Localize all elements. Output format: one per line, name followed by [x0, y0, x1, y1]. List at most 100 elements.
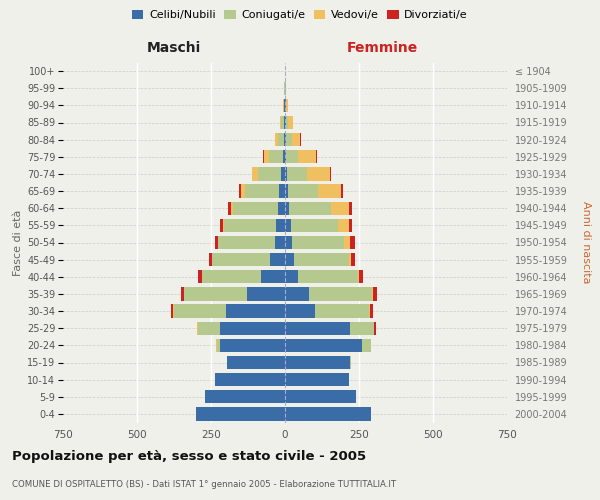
Bar	[231, 202, 233, 215]
Bar	[239, 184, 241, 198]
Bar	[281, 116, 284, 129]
Bar	[291, 218, 338, 232]
Bar	[220, 322, 285, 335]
Bar	[285, 407, 371, 420]
Bar	[349, 253, 351, 266]
Y-axis label: Anni di nascita: Anni di nascita	[581, 201, 592, 284]
Bar	[373, 287, 377, 300]
Bar	[220, 218, 223, 232]
Bar	[358, 270, 359, 283]
Bar	[278, 202, 285, 215]
Bar	[292, 133, 301, 146]
Bar	[259, 167, 281, 180]
Bar	[212, 253, 270, 266]
Bar	[280, 116, 281, 129]
Bar	[284, 116, 285, 129]
Bar	[233, 202, 278, 215]
Bar	[217, 338, 220, 352]
Bar	[308, 287, 373, 300]
Bar	[330, 167, 331, 180]
Bar	[275, 133, 278, 146]
Bar	[171, 304, 173, 318]
Bar	[344, 236, 350, 249]
Bar	[286, 150, 298, 164]
Bar	[196, 407, 285, 420]
Bar	[370, 304, 373, 318]
Y-axis label: Fasce di età: Fasce di età	[13, 210, 23, 276]
Bar	[285, 356, 350, 369]
Bar	[247, 287, 285, 300]
Bar	[285, 218, 291, 232]
Bar	[317, 184, 341, 198]
Bar	[350, 236, 355, 249]
Bar	[285, 184, 288, 198]
Bar	[209, 253, 212, 266]
Bar	[341, 184, 343, 198]
Bar	[285, 133, 286, 146]
Bar	[285, 116, 286, 129]
Legend: Celibi/Nubili, Coniugati/e, Vedovi/e, Divorziati/e: Celibi/Nubili, Coniugati/e, Vedovi/e, Di…	[128, 6, 472, 25]
Bar	[285, 390, 356, 404]
Text: Popolazione per età, sesso e stato civile - 2005: Popolazione per età, sesso e stato civil…	[12, 450, 366, 463]
Bar	[288, 116, 293, 129]
Bar	[349, 202, 352, 215]
Bar	[197, 322, 220, 335]
Bar	[198, 270, 202, 283]
Bar	[294, 253, 349, 266]
Bar	[288, 184, 317, 198]
Bar	[283, 150, 285, 164]
Bar	[224, 218, 276, 232]
Bar	[307, 167, 330, 180]
Bar	[286, 133, 292, 146]
Text: Maschi: Maschi	[147, 42, 201, 56]
Bar	[331, 202, 349, 215]
Bar	[289, 202, 331, 215]
Bar	[251, 167, 253, 180]
Bar	[292, 236, 344, 249]
Bar	[215, 373, 285, 386]
Bar	[223, 218, 224, 232]
Bar	[174, 304, 226, 318]
Bar	[279, 184, 285, 198]
Bar	[285, 202, 289, 215]
Bar	[285, 150, 286, 164]
Bar	[184, 287, 247, 300]
Bar	[374, 322, 376, 335]
Bar	[229, 202, 231, 215]
Bar	[285, 270, 298, 283]
Bar	[202, 270, 262, 283]
Bar	[270, 253, 285, 266]
Bar	[218, 236, 275, 249]
Bar	[241, 184, 245, 198]
Bar	[298, 270, 358, 283]
Bar	[338, 218, 349, 232]
Bar	[285, 253, 294, 266]
Bar	[262, 270, 285, 283]
Bar	[350, 322, 374, 335]
Bar	[205, 390, 285, 404]
Bar	[253, 167, 259, 180]
Bar	[314, 304, 370, 318]
Bar	[275, 236, 285, 249]
Bar	[284, 133, 285, 146]
Text: COMUNE DI OSPITALETTO (BS) - Dati ISTAT 1° gennaio 2005 - Elaborazione TUTTITALI: COMUNE DI OSPITALETTO (BS) - Dati ISTAT …	[12, 480, 396, 489]
Bar	[349, 218, 352, 232]
Bar	[181, 287, 184, 300]
Bar	[285, 287, 308, 300]
Bar	[285, 338, 362, 352]
Bar	[269, 150, 283, 164]
Bar	[285, 322, 350, 335]
Bar	[220, 338, 285, 352]
Bar	[227, 356, 285, 369]
Bar	[281, 167, 285, 180]
Bar	[286, 116, 288, 129]
Bar	[226, 304, 285, 318]
Bar	[298, 150, 316, 164]
Bar	[359, 270, 364, 283]
Bar	[286, 98, 288, 112]
Bar	[285, 236, 292, 249]
Bar	[278, 133, 284, 146]
Bar	[245, 184, 279, 198]
Bar	[351, 253, 355, 266]
Bar	[264, 150, 269, 164]
